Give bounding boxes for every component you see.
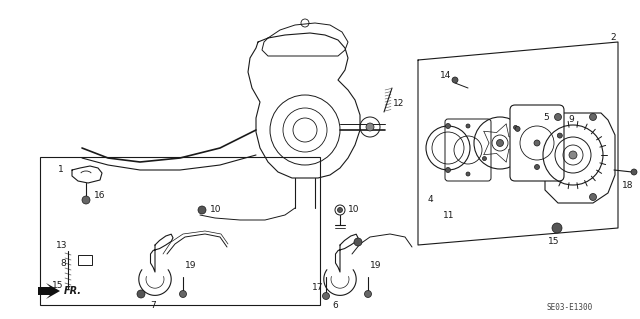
- Circle shape: [557, 133, 563, 138]
- Circle shape: [497, 139, 504, 146]
- Text: 11: 11: [443, 211, 454, 219]
- Circle shape: [513, 125, 518, 130]
- FancyBboxPatch shape: [510, 105, 564, 181]
- Text: 6: 6: [332, 300, 338, 309]
- Text: 17: 17: [312, 284, 323, 293]
- Bar: [78, 255, 92, 265]
- Circle shape: [452, 77, 458, 83]
- Text: 14: 14: [440, 71, 451, 80]
- Text: 8: 8: [60, 258, 66, 268]
- Circle shape: [534, 140, 540, 146]
- Circle shape: [445, 167, 451, 173]
- Text: SE03-E1300: SE03-E1300: [547, 303, 593, 313]
- Circle shape: [179, 291, 186, 298]
- Circle shape: [631, 169, 637, 175]
- Circle shape: [82, 196, 90, 204]
- Text: 13: 13: [56, 241, 67, 249]
- Circle shape: [515, 126, 520, 131]
- Text: 10: 10: [348, 205, 360, 214]
- Circle shape: [366, 123, 374, 131]
- Circle shape: [483, 157, 486, 160]
- Text: 5: 5: [543, 114, 548, 122]
- Text: 10: 10: [210, 205, 221, 214]
- Circle shape: [569, 151, 577, 159]
- Text: 3: 3: [508, 114, 514, 122]
- Circle shape: [337, 207, 342, 212]
- Text: 12: 12: [393, 99, 404, 108]
- Circle shape: [137, 290, 145, 298]
- Circle shape: [445, 123, 451, 129]
- Text: 7: 7: [150, 300, 156, 309]
- Circle shape: [198, 206, 206, 214]
- Bar: [40, 157, 320, 305]
- Circle shape: [365, 291, 371, 298]
- Polygon shape: [38, 283, 60, 299]
- Circle shape: [534, 165, 540, 169]
- Text: FR.: FR.: [64, 286, 82, 296]
- Text: 19: 19: [370, 261, 381, 270]
- Text: 18: 18: [622, 181, 634, 189]
- Text: 2: 2: [610, 33, 616, 42]
- Circle shape: [323, 293, 330, 300]
- Circle shape: [554, 114, 561, 121]
- Circle shape: [466, 172, 470, 176]
- Circle shape: [354, 238, 362, 246]
- Text: 16: 16: [94, 191, 106, 201]
- Circle shape: [589, 114, 596, 121]
- Text: 4: 4: [428, 196, 434, 204]
- Text: 15: 15: [548, 238, 559, 247]
- Circle shape: [552, 223, 562, 233]
- Text: 9: 9: [568, 115, 573, 124]
- Circle shape: [466, 124, 470, 128]
- Text: 15: 15: [52, 280, 63, 290]
- Circle shape: [589, 194, 596, 201]
- Text: 1: 1: [58, 166, 64, 174]
- Text: 19: 19: [185, 261, 196, 270]
